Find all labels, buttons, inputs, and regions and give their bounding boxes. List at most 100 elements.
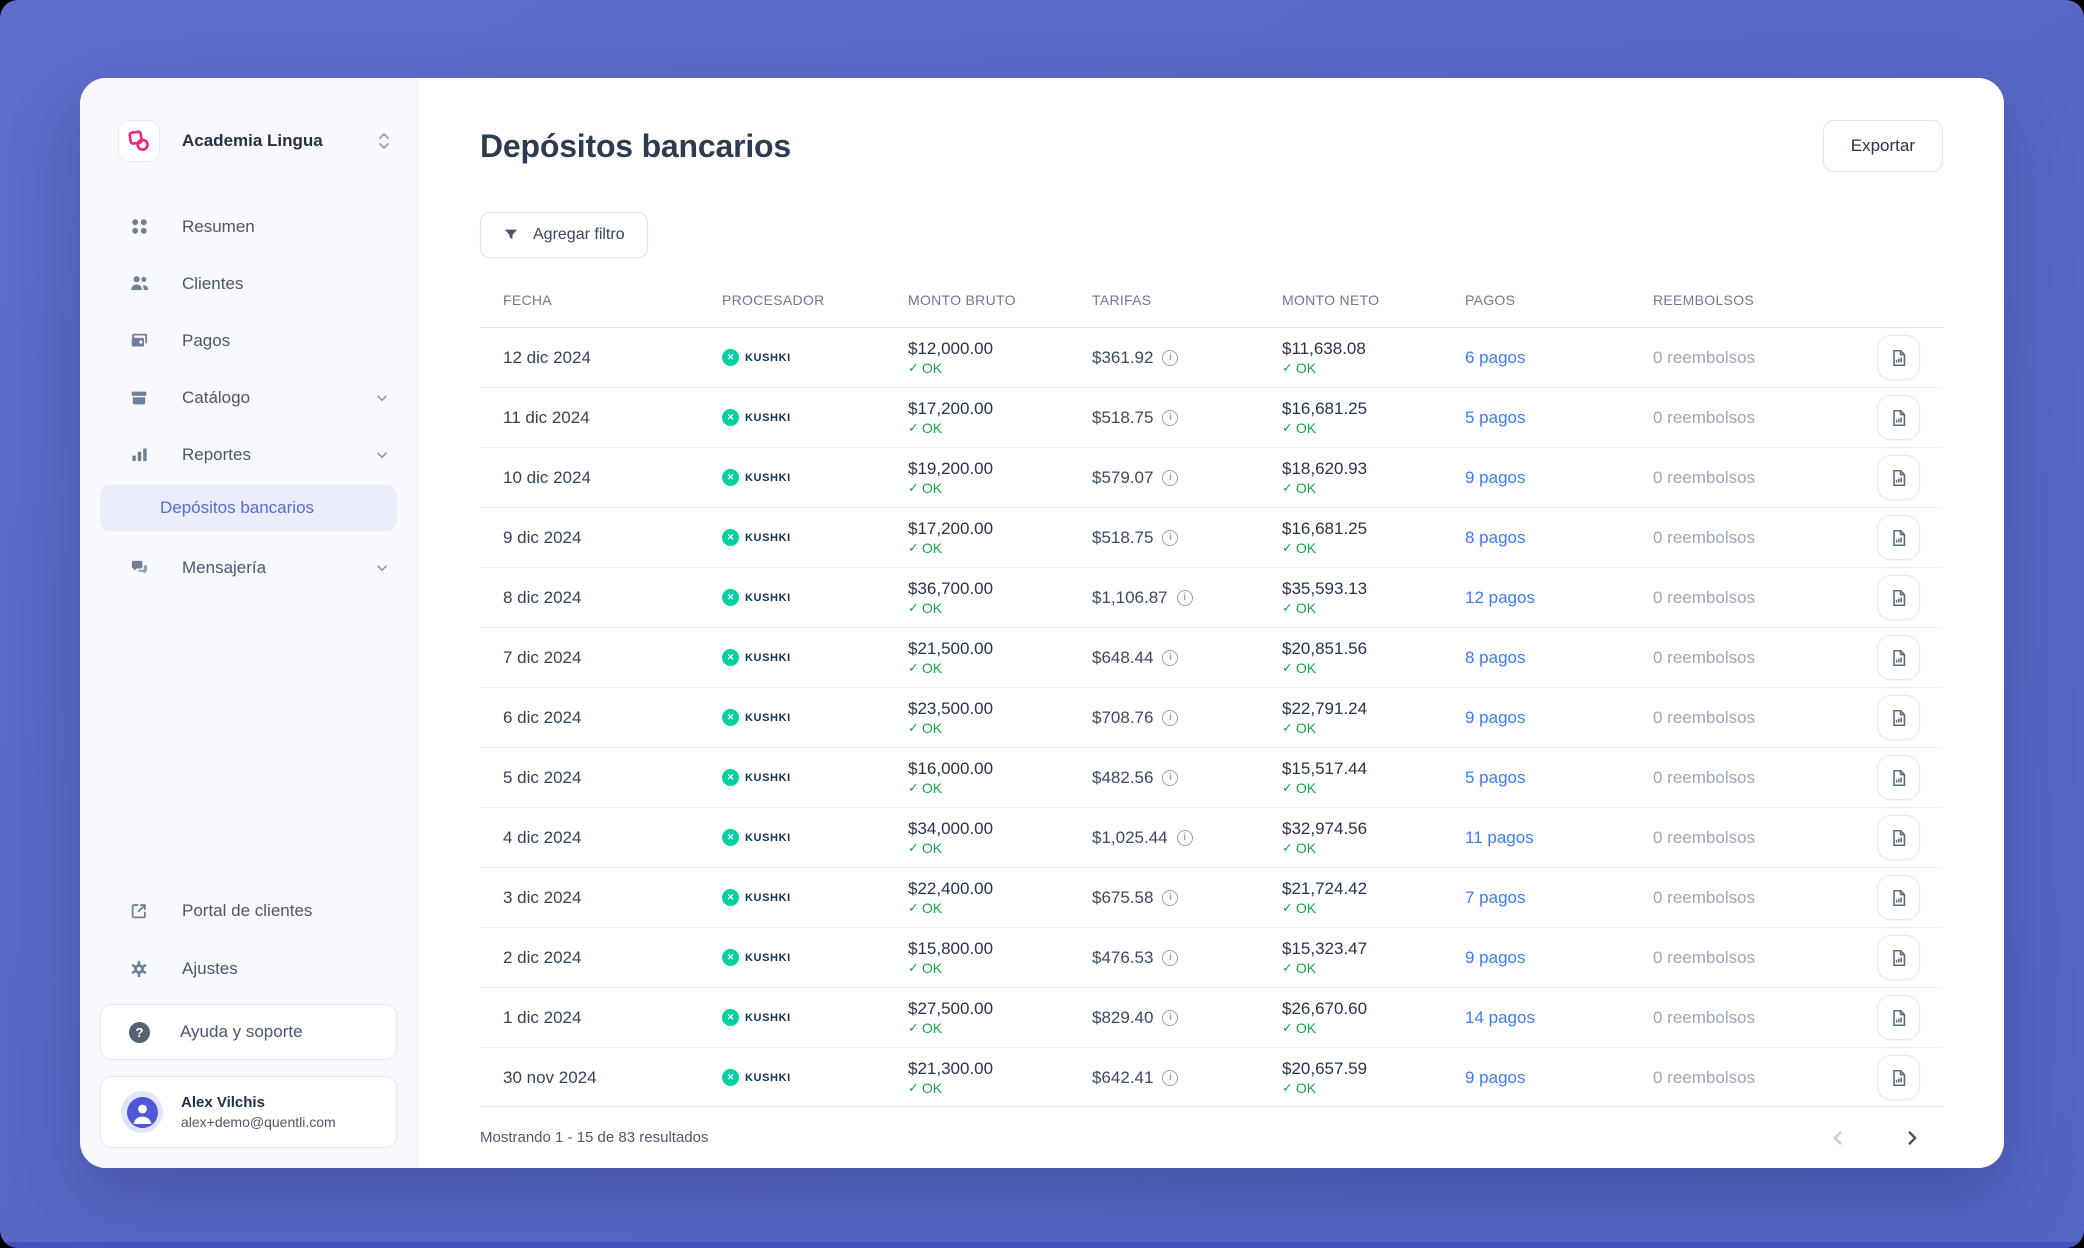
pagos-link[interactable]: 7 pagos (1465, 887, 1526, 907)
check-icon: ✓ (1282, 660, 1293, 675)
sidebar-item-catalogo[interactable]: Catálogo (80, 369, 417, 426)
deposit-report-button[interactable] (1877, 695, 1920, 740)
info-icon[interactable]: i (1176, 589, 1193, 606)
pagos-link[interactable]: 8 pagos (1465, 647, 1526, 667)
pagos-link[interactable]: 11 pagos (1465, 827, 1534, 847)
user-menu[interactable]: Alex Vilchis alex+demo@quentli.com (100, 1076, 397, 1148)
help-support-label: Ayuda y soporte (180, 1022, 303, 1041)
info-icon[interactable]: i (1162, 1009, 1179, 1026)
deposit-report-button[interactable] (1877, 815, 1920, 860)
deposit-report-button[interactable] (1877, 755, 1920, 800)
pagos-link[interactable]: 5 pagos (1465, 767, 1526, 787)
net-amount: $15,323.47 (1282, 939, 1368, 958)
info-icon[interactable]: i (1162, 709, 1179, 726)
deposit-report-button[interactable] (1877, 575, 1920, 620)
pagos-link[interactable]: 14 pagos (1465, 1007, 1535, 1027)
net-amount: $32,974.56 (1282, 819, 1368, 838)
sidebar-item-pagos[interactable]: Pagos (80, 312, 417, 369)
processor-badge: ✕ KUSHKI (722, 649, 908, 666)
deposit-report-button[interactable] (1877, 995, 1920, 1040)
pagos-link[interactable]: 9 pagos (1465, 707, 1526, 727)
file-chart-icon (1892, 529, 1905, 546)
check-icon: ✓ (1282, 1020, 1293, 1035)
processor-badge: ✕ KUSHKI (722, 349, 908, 366)
deposit-report-button[interactable] (1877, 875, 1920, 920)
pagos-link[interactable]: 9 pagos (1465, 1067, 1526, 1087)
net-amount: $11,638.08 (1282, 339, 1366, 358)
info-icon[interactable]: i (1162, 649, 1179, 666)
pagos-link[interactable]: 9 pagos (1465, 947, 1526, 967)
help-support-button[interactable]: ? Ayuda y soporte (100, 1004, 397, 1060)
status-badge: ✓ OK (1282, 960, 1317, 976)
sidebar-nav: Resumen Clientes (80, 198, 417, 596)
sidebar-item-label: Depósitos bancarios (160, 498, 315, 517)
deposit-date: 2 dic 2024 (503, 947, 582, 967)
info-icon[interactable]: i (1176, 829, 1193, 846)
sidebar-item-ajustes[interactable]: Ajustes (100, 940, 397, 998)
next-page-button[interactable] (1895, 1121, 1929, 1155)
deposit-date: 6 dic 2024 (503, 707, 582, 727)
info-icon[interactable]: i (1162, 409, 1179, 426)
quentli-logo-icon (128, 130, 149, 151)
actions-cell (1836, 575, 1943, 620)
add-filter-button[interactable]: Agregar filtro (480, 212, 648, 258)
deposit-report-button[interactable] (1877, 935, 1920, 980)
fee-cell: $675.58 i (1092, 888, 1282, 908)
info-icon[interactable]: i (1162, 769, 1179, 786)
sidebar-item-resumen[interactable]: Resumen (80, 198, 417, 255)
deposit-report-button[interactable] (1877, 395, 1920, 440)
status-badge: ✓ OK (1282, 900, 1317, 916)
info-icon[interactable]: i (1162, 469, 1179, 486)
processor-name: KUSHKI (745, 351, 791, 364)
fee-amount: $579.07 (1092, 467, 1154, 487)
check-icon: ✓ (1282, 1080, 1293, 1095)
deposit-report-button[interactable] (1877, 635, 1920, 680)
net-amount-cell: $11,638.08 ✓ OK (1282, 338, 1465, 377)
user-email: alex+demo@quentli.com (181, 1114, 336, 1130)
deposit-report-button[interactable] (1877, 335, 1920, 380)
gross-amount-cell: $23,500.00 ✓ OK (908, 698, 1092, 737)
deposit-report-button[interactable] (1877, 455, 1920, 500)
check-icon: ✓ (908, 660, 919, 675)
info-icon[interactable]: i (1162, 889, 1179, 906)
pagos-link[interactable]: 6 pagos (1465, 347, 1526, 367)
file-chart-icon (1892, 1009, 1905, 1026)
pagos-link[interactable]: 9 pagos (1465, 467, 1526, 487)
deposit-report-button[interactable] (1877, 515, 1920, 560)
check-icon: ✓ (908, 540, 919, 555)
sidebar-item-clientes[interactable]: Clientes (80, 255, 417, 312)
sidebar-item-portal-clientes[interactable]: Portal de clientes (100, 882, 397, 940)
net-amount: $16,681.25 (1282, 519, 1368, 538)
sidebar-bottom: Portal de clientes (80, 882, 417, 1168)
pagos-link[interactable]: 8 pagos (1465, 527, 1526, 547)
status-badge: ✓ OK (908, 720, 943, 736)
reembolsos-count: 0 reembolsos (1653, 347, 1756, 367)
pagos-link[interactable]: 12 pagos (1465, 587, 1535, 607)
table-row: 3 dic 2024 ✕ KUSHKI $22,400.00 ✓ OK $675… (480, 868, 1943, 928)
kushki-logo-icon: ✕ (722, 829, 739, 846)
info-icon[interactable]: i (1162, 949, 1179, 966)
pagos-link[interactable]: 5 pagos (1465, 407, 1526, 427)
actions-cell (1836, 335, 1943, 380)
actions-cell (1836, 455, 1943, 500)
info-icon[interactable]: i (1162, 349, 1179, 366)
processor-name: KUSHKI (745, 591, 791, 604)
gear-icon (128, 958, 150, 980)
gross-amount: $36,700.00 (908, 579, 994, 598)
info-icon[interactable]: i (1162, 1069, 1179, 1086)
sidebar-item-label: Catálogo (182, 387, 251, 407)
workspace-switcher[interactable]: Academia Lingua (118, 120, 391, 162)
info-icon[interactable]: i (1162, 529, 1179, 546)
sidebar-item-reportes[interactable]: Reportes (80, 426, 417, 483)
table-body: 12 dic 2024 ✕ KUSHKI $12,000.00 ✓ OK $36… (480, 328, 1943, 1106)
table-row: 8 dic 2024 ✕ KUSHKI $36,700.00 ✓ OK $1,1… (480, 568, 1943, 628)
status-badge: ✓ OK (1282, 780, 1317, 796)
export-button[interactable]: Exportar (1822, 120, 1943, 172)
check-icon: ✓ (1282, 840, 1293, 855)
actions-cell (1836, 755, 1943, 800)
previous-page-button[interactable] (1821, 1121, 1855, 1155)
sidebar-item-mensajeria[interactable]: Mensajería (80, 539, 417, 596)
app-window: Academia Lingua Resumen (80, 78, 2004, 1168)
deposit-report-button[interactable] (1877, 1055, 1920, 1100)
sidebar-item-depositos-bancarios[interactable]: Depósitos bancarios (100, 485, 397, 531)
